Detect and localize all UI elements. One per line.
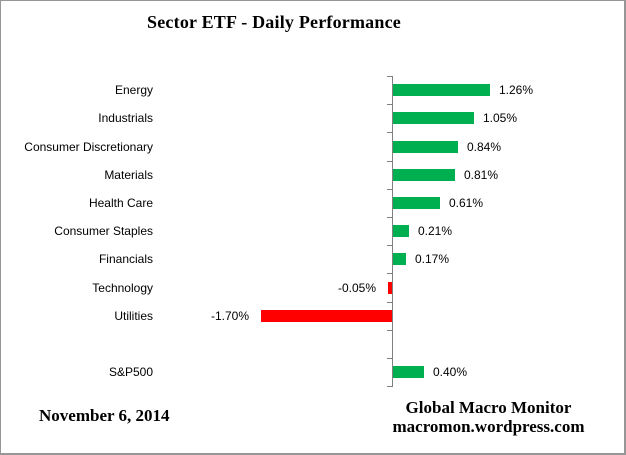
category-label: Financials <box>98 252 153 266</box>
value-label: 0.84% <box>467 140 502 154</box>
value-label: 0.17% <box>415 252 450 266</box>
axis-tick <box>387 104 392 105</box>
value-label: 0.21% <box>418 224 453 238</box>
value-label: -0.05% <box>337 281 376 295</box>
value-label: 1.05% <box>483 111 518 125</box>
bar-financials <box>393 253 406 265</box>
value-label: 0.81% <box>464 168 499 182</box>
category-label: Consumer Discretionary <box>24 140 153 154</box>
category-label: Technology <box>92 281 153 295</box>
chart-title: Sector ETF - Daily Performance <box>147 12 401 32</box>
axis-tick <box>387 132 392 133</box>
footer-source-url: macromon.wordpress.com <box>392 417 585 436</box>
bar-s-p500 <box>393 366 424 378</box>
category-label: Consumer Staples <box>54 224 153 238</box>
category-label: Utilities <box>114 309 153 323</box>
category-label: S&P500 <box>108 365 153 379</box>
bar-utilities <box>261 310 392 322</box>
footer-date: November 6, 2014 <box>39 406 170 425</box>
category-label: Materials <box>104 168 153 182</box>
bar-materials <box>393 169 455 181</box>
category-axis-line <box>392 76 393 387</box>
axis-tick <box>387 189 392 190</box>
axis-tick <box>387 330 392 331</box>
axis-tick <box>387 217 392 218</box>
value-label: 1.26% <box>499 83 534 97</box>
bar-industrials <box>393 112 474 124</box>
bar-consumer-staples <box>393 225 409 237</box>
axis-tick <box>387 386 392 387</box>
bar-consumer-discretionary <box>393 141 458 153</box>
value-label: 0.61% <box>449 196 484 210</box>
axis-tick <box>387 161 392 162</box>
axis-tick <box>387 76 392 77</box>
footer-source-name: Global Macro Monitor <box>405 398 572 417</box>
category-label: Energy <box>114 83 153 97</box>
axis-tick <box>387 273 392 274</box>
value-label: 0.40% <box>433 365 468 379</box>
bar-technology <box>388 282 392 294</box>
bar-energy <box>393 84 490 96</box>
footer-source: Global Macro Monitor macromon.wordpress.… <box>381 398 596 436</box>
bar-health-care <box>393 197 440 209</box>
value-label: -1.70% <box>210 309 249 323</box>
axis-tick <box>387 245 392 246</box>
category-label: Industrials <box>98 111 153 125</box>
axis-tick <box>387 302 392 303</box>
category-label: Health Care <box>88 196 153 210</box>
axis-tick <box>387 358 392 359</box>
